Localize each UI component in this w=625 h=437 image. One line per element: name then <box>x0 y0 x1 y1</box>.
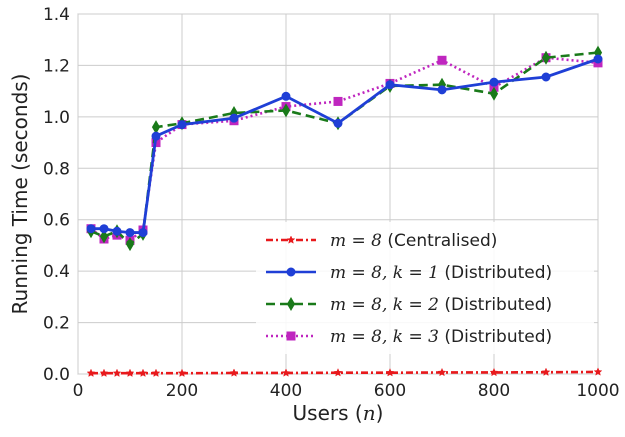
y-tick-label: 1.0 <box>43 108 70 128</box>
data-point <box>99 368 109 377</box>
data-point <box>177 120 187 130</box>
legend: m = 8 (Centralised) m = 8, k = 1 (Distrib… <box>256 222 594 354</box>
data-point <box>229 113 239 123</box>
series-layer <box>86 45 603 377</box>
data-point <box>99 229 109 244</box>
y-tick-label: 0.6 <box>43 211 70 231</box>
x-tick-label: 400 <box>270 381 302 401</box>
legend-item-1: m = 8 (Centralised) <box>266 231 497 251</box>
data-point <box>385 368 395 377</box>
data-point <box>489 86 499 101</box>
data-point <box>125 368 135 377</box>
data-point <box>541 367 551 376</box>
x-tick-label: 600 <box>374 381 406 401</box>
legend-label: m = 8, k = 3 (Distributed) <box>330 327 552 347</box>
x-axis-label: Users (n) <box>293 401 384 425</box>
y-tick-label: 0.2 <box>43 314 70 334</box>
data-point <box>333 96 343 106</box>
data-point <box>437 85 447 95</box>
data-point <box>333 118 343 128</box>
data-point <box>138 228 148 238</box>
data-point <box>99 224 109 234</box>
data-point <box>125 228 135 238</box>
data-point <box>489 77 499 87</box>
data-point <box>281 103 291 118</box>
legend-item-3: m = 8, k = 2 (Distributed) <box>266 295 552 315</box>
data-point <box>437 367 447 377</box>
data-point <box>86 368 96 377</box>
series-line <box>91 370 599 375</box>
data-point <box>86 224 96 234</box>
legend-marker <box>286 235 296 244</box>
data-point <box>112 368 122 377</box>
data-point <box>489 367 499 377</box>
data-point <box>112 226 122 236</box>
data-point <box>138 368 148 377</box>
data-point <box>333 368 343 377</box>
legend-label: m = 8, k = 2 (Distributed) <box>330 295 552 315</box>
data-point <box>541 50 551 65</box>
tick-labels: 0 200 400 600 800 1000 0.0 0.2 0.4 0.6 0.8 1.0 1.2 1.… <box>43 5 620 401</box>
data-point <box>593 367 603 376</box>
legend-label: m = 8, k = 1 (Distributed) <box>330 263 552 283</box>
data-point <box>281 91 291 101</box>
y-tick-label: 1.2 <box>43 56 70 76</box>
series-line <box>90 56 599 242</box>
y-tick-label: 0.8 <box>43 159 70 179</box>
data-point <box>177 368 187 377</box>
legend-marker <box>286 267 296 277</box>
legend-item-2: m = 8, k = 1 (Distributed) <box>266 263 552 283</box>
x-axis-variable: n <box>363 401 376 425</box>
series-1 <box>86 367 603 377</box>
series-line <box>90 51 599 246</box>
x-tick-label: 1000 <box>576 381 619 401</box>
legend-label: m = 8 (Centralised) <box>330 231 497 251</box>
data-point <box>229 368 239 377</box>
data-point <box>541 72 551 82</box>
legend-item-4: m = 8, k = 3 (Distributed) <box>266 327 552 347</box>
data-point <box>151 368 161 377</box>
y-tick-label: 0.4 <box>43 262 70 282</box>
data-point <box>281 368 291 377</box>
x-tick-label: 800 <box>478 381 510 401</box>
y-axis-label: Running Time (seconds) <box>8 74 32 315</box>
x-tick-label: 200 <box>166 381 198 401</box>
x-tick-label: 0 <box>73 381 84 401</box>
data-point <box>593 54 603 64</box>
data-point <box>125 237 135 252</box>
data-point <box>385 80 395 90</box>
legend-marker <box>286 331 296 341</box>
data-point <box>437 55 447 65</box>
legend-marker <box>286 297 296 311</box>
y-tick-label: 1.4 <box>43 5 70 25</box>
y-tick-label: 0.0 <box>43 365 70 385</box>
legend-box <box>256 222 594 354</box>
series-2 <box>86 54 603 238</box>
data-point <box>151 131 161 141</box>
